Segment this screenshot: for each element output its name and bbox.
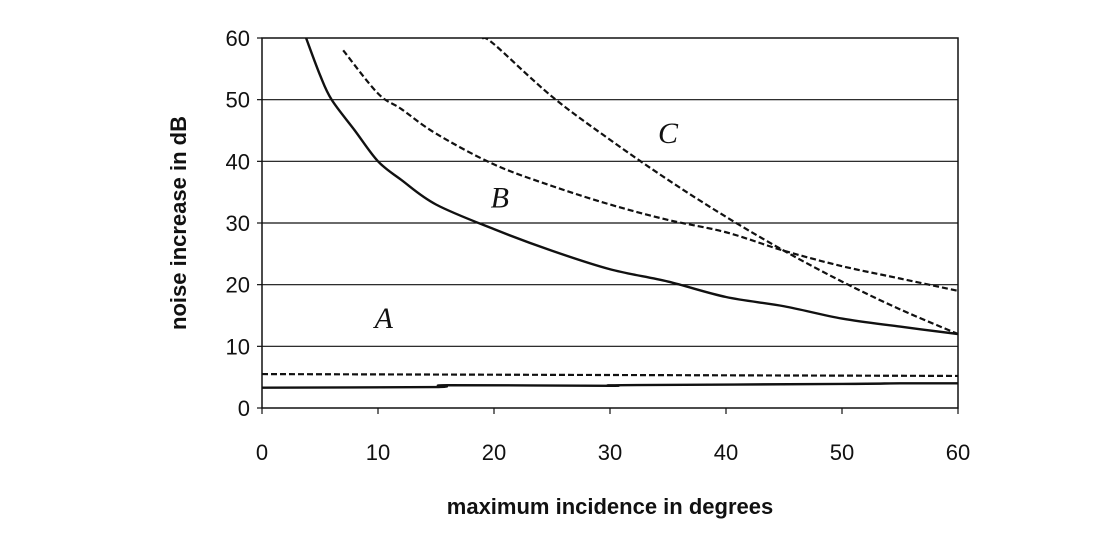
x-tick-label: 50 [830, 440, 854, 465]
series-layer [262, 38, 958, 389]
y-tick-label: 20 [226, 273, 250, 298]
x-tick-label: 10 [366, 440, 390, 465]
series-line-2 [342, 49, 958, 292]
series-line-4 [262, 372, 958, 378]
tick-layer: 0 10 20 30 40 50 60 0 10 20 30 40 50 60 [226, 26, 971, 465]
y-tick-label: 50 [226, 88, 250, 113]
curve-label-B: B [491, 182, 509, 215]
curve-label-C: C [658, 117, 679, 150]
y-axis-title: noise increase in dB [166, 116, 191, 330]
x-tick-label: 0 [256, 440, 268, 465]
series-line-3 [481, 38, 958, 336]
curve-label-A: A [373, 302, 394, 335]
x-tick-label: 20 [482, 440, 506, 465]
y-tick-label: 30 [226, 211, 250, 236]
x-tick-label: 30 [598, 440, 622, 465]
x-tick-label: 40 [714, 440, 738, 465]
x-axis-title: maximum incidence in degrees [447, 494, 773, 519]
y-tick-label: 60 [226, 26, 250, 51]
grid-layer [262, 99, 958, 347]
y-tick-label: 40 [226, 149, 250, 174]
x-tick-label: 60 [946, 440, 970, 465]
y-tick-label: 0 [238, 396, 250, 421]
series-line-1 [304, 38, 958, 336]
y-tick-label: 10 [226, 334, 250, 359]
annotation-layer: A B C [373, 117, 679, 335]
series-line-5 [262, 382, 958, 389]
